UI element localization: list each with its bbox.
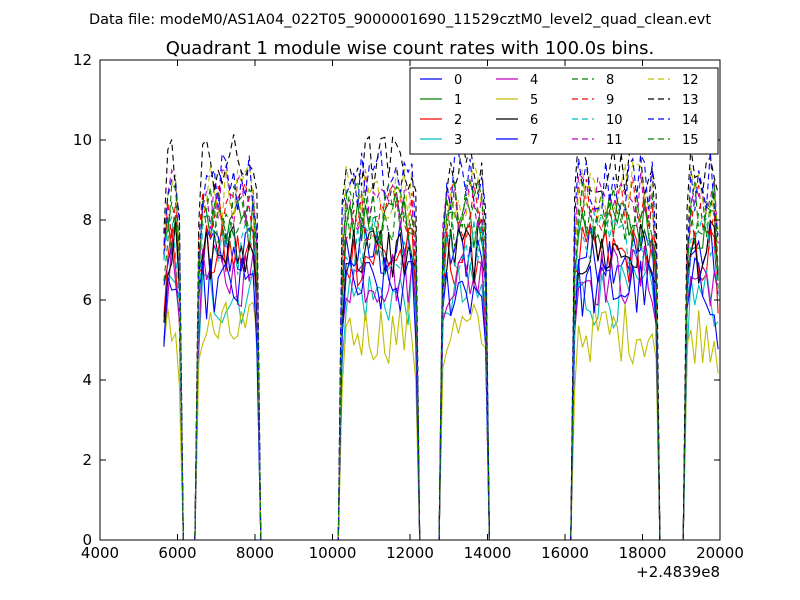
legend-label-9: 9 (606, 93, 614, 108)
y-tick-label: 4 (82, 371, 92, 389)
x-tick-label: 4000 (81, 544, 119, 562)
legend-label-12: 12 (682, 73, 699, 88)
legend-label-14: 14 (682, 113, 699, 128)
series-line-15 (163, 179, 719, 541)
y-tick-label: 2 (82, 451, 92, 469)
legend-label-15: 15 (682, 133, 699, 148)
series-line-8 (163, 185, 719, 541)
chart-title: Quadrant 1 module wise count rates with … (166, 38, 655, 59)
series-line-14 (163, 149, 719, 541)
legend-label-10: 10 (606, 113, 623, 128)
y-tick-label: 10 (73, 131, 92, 149)
legend-label-13: 13 (682, 93, 699, 108)
legend-label-6: 6 (530, 113, 538, 128)
legend-label-5: 5 (530, 93, 538, 108)
series-layer (163, 134, 719, 541)
x-tick-label: 16000 (541, 544, 589, 562)
ticks-layer: 4000 6000 8000 10000 12000 14000 16000 18000 200… (73, 51, 744, 562)
legend-label-8: 8 (606, 73, 614, 88)
legend-label-7: 7 (530, 133, 538, 148)
x-tick-label: 18000 (619, 544, 667, 562)
legend-label-11: 11 (606, 133, 623, 148)
legend-label-1: 1 (454, 93, 462, 108)
x-tick-label: 8000 (236, 544, 274, 562)
legend-label-3: 3 (454, 133, 462, 148)
y-tick-label: 0 (82, 531, 92, 549)
y-tick-label: 6 (82, 291, 92, 309)
y-tick-label: 12 (73, 51, 92, 69)
x-tick-label: 10000 (309, 544, 357, 562)
x-tick-label: 12000 (386, 544, 434, 562)
legend-label-4: 4 (530, 73, 538, 88)
suptitle: Data file: modeM0/AS1A04_022T05_90000016… (89, 12, 711, 28)
legend-label-0: 0 (454, 73, 462, 88)
legend-label-2: 2 (454, 113, 462, 128)
x-tick-label: 6000 (158, 544, 196, 562)
y-tick-label: 8 (82, 211, 92, 229)
x-tick-label: 14000 (464, 544, 512, 562)
legend-box (409, 67, 719, 155)
x-tick-label: 20000 (696, 544, 744, 562)
x-offset-label: +2.4839e8 (636, 563, 720, 581)
